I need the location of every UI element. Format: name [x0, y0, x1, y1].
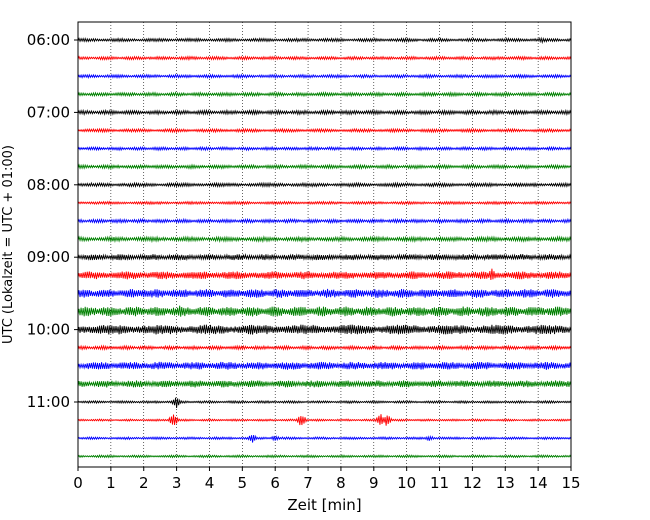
trace-0645 [77, 91, 572, 98]
x-tick-label: 7 [303, 474, 313, 492]
trace-0930 [77, 288, 572, 298]
x-ticks: 0 1 2 3 4 5 6 7 8 9 10 11 12 13 14 15 [73, 467, 581, 492]
trace-0745 [77, 163, 572, 171]
trace-0915 [77, 268, 572, 281]
trace-0730 [77, 145, 572, 152]
plot-frame [77, 21, 572, 468]
x-axis-label: Zeit [min] [287, 496, 361, 514]
x-tick-label: 10 [397, 474, 416, 492]
x-tick-label: 14 [529, 474, 548, 492]
y-tick-label: 08:00 [27, 176, 70, 194]
trace-1030 [77, 361, 572, 370]
x-tick-label: 6 [270, 474, 280, 492]
trace-1130 [77, 434, 572, 443]
x-tick-label: 13 [496, 474, 515, 492]
x-tick-label: 0 [73, 474, 83, 492]
trace-0845 [77, 235, 572, 244]
x-tick-label: 5 [238, 474, 248, 492]
x-tick-label: 8 [336, 474, 346, 492]
trace-0815 [77, 200, 572, 206]
y-tick-label: 11:00 [27, 393, 70, 411]
trace-0600 [77, 36, 572, 45]
x-tick-label: 9 [369, 474, 379, 492]
trace-0945 [77, 305, 572, 317]
x-tick-label: 2 [139, 474, 149, 492]
y-tick-label: 06:00 [27, 31, 70, 49]
trace-0900 [77, 253, 572, 262]
seismic-traces [77, 36, 572, 459]
x-tick-label: 11 [430, 474, 449, 492]
x-tick-label: 12 [463, 474, 482, 492]
trace-1115 [77, 414, 572, 426]
grid-lines [110, 22, 539, 467]
trace-0830 [77, 217, 572, 225]
x-tick-label: 1 [106, 474, 116, 492]
x-tick-label: 3 [172, 474, 182, 492]
trace-1045 [77, 379, 572, 388]
trace-0800 [77, 181, 572, 189]
trace-1145 [77, 454, 572, 459]
trace-0700 [77, 108, 572, 117]
trace-0615 [77, 55, 572, 62]
x-tick-label: 15 [561, 474, 580, 492]
trace-0630 [77, 73, 572, 80]
y-axis-label: UTC (Lokalzeit = UTC + 01:00) [1, 145, 16, 344]
trace-1100 [77, 397, 572, 409]
x-tick-label: 4 [205, 474, 215, 492]
y-tick-label: 10:00 [27, 321, 70, 339]
trace-1015 [77, 344, 572, 351]
y-tick-label: 09:00 [27, 248, 70, 266]
y-tick-label: 07:00 [27, 103, 70, 121]
trace-0715 [77, 127, 572, 134]
y-ticks: 06:00 07:00 08:00 09:00 10:00 11:00 [27, 31, 78, 411]
trace-1000 [77, 324, 572, 335]
